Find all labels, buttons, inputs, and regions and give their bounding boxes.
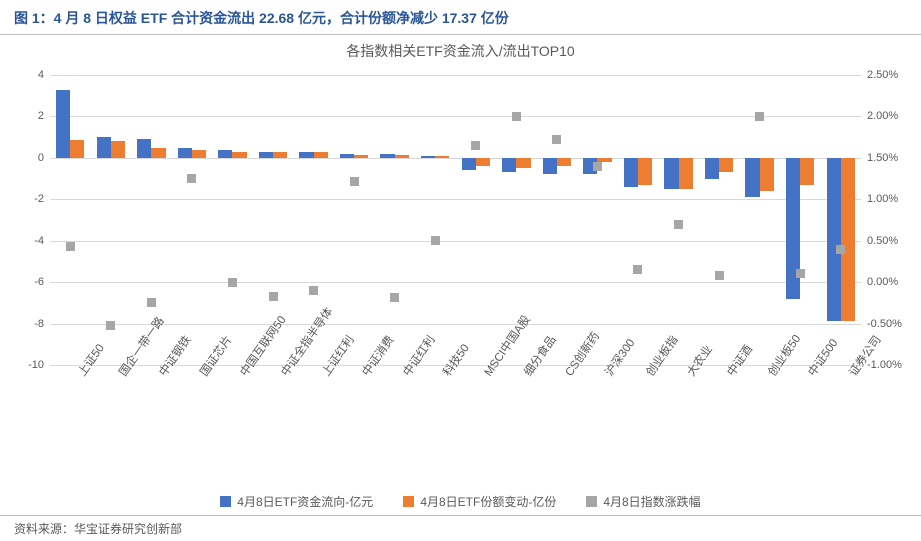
bar-flow	[137, 139, 151, 158]
marker-change	[66, 242, 75, 251]
y-right-tick: 2.00%	[867, 110, 913, 122]
legend-item-flow: 4月8日ETF资金流向-亿元	[220, 493, 373, 510]
gridline	[50, 324, 861, 325]
bar-share	[557, 158, 571, 166]
legend-label-share: 4月8日ETF份额变动-亿份	[420, 493, 556, 510]
legend-swatch-flow	[220, 496, 231, 507]
bar-flow	[705, 158, 719, 179]
bar-flow	[502, 158, 516, 173]
gridline	[50, 241, 861, 242]
gridline	[50, 199, 861, 200]
bar-flow	[543, 158, 557, 175]
bar-share	[476, 158, 490, 166]
legend-swatch-change	[586, 496, 597, 507]
marker-change	[512, 112, 521, 121]
marker-change	[350, 177, 359, 186]
y-right-tick: 1.50%	[867, 152, 913, 164]
marker-change	[836, 245, 845, 254]
bar-flow	[380, 154, 394, 158]
legend-item-change: 4月8日指数涨跌幅	[586, 493, 700, 510]
legend-label-change: 4月8日指数涨跌幅	[603, 493, 700, 510]
bar-flow	[97, 137, 111, 158]
bar-flow	[178, 148, 192, 158]
bar-flow	[745, 158, 759, 197]
bar-share	[111, 141, 125, 158]
bar-flow	[56, 90, 70, 158]
marker-change	[796, 269, 805, 278]
gridline	[50, 75, 861, 76]
bar-share	[841, 158, 855, 322]
marker-change	[147, 298, 156, 307]
bar-share	[232, 152, 246, 158]
bar-flow	[259, 152, 273, 158]
y-left-tick: 2	[10, 110, 44, 122]
bar-share	[395, 155, 409, 158]
marker-change	[187, 174, 196, 183]
bar-flow	[827, 158, 841, 322]
marker-change	[715, 271, 724, 280]
y-left-tick: -2	[10, 193, 44, 205]
bar-flow	[299, 152, 313, 158]
bar-share	[192, 150, 206, 158]
marker-change	[674, 220, 683, 229]
bar-flow	[624, 158, 638, 187]
chart-area: 各指数相关ETF资金流入/流出TOP10 -10-8-6-4-2024-1.00…	[0, 35, 921, 515]
y-right-tick: 0.00%	[867, 276, 913, 288]
marker-change	[309, 286, 318, 295]
legend-item-share: 4月8日ETF份额变动-亿份	[403, 493, 556, 510]
bar-share	[760, 158, 774, 191]
legend-swatch-share	[403, 496, 414, 507]
bar-share	[70, 140, 84, 158]
marker-change	[593, 162, 602, 171]
y-right-tick: -1.00%	[867, 359, 913, 371]
chart-title: 各指数相关ETF资金流入/流出TOP10	[0, 35, 921, 61]
bar-share	[719, 158, 733, 173]
bar-flow	[218, 150, 232, 158]
bar-share	[800, 158, 814, 185]
marker-change	[390, 293, 399, 302]
y-left-tick: -4	[10, 235, 44, 247]
bar-flow	[421, 156, 435, 158]
gridline	[50, 158, 861, 159]
bar-share	[679, 158, 693, 189]
y-left-tick: 0	[10, 152, 44, 164]
bar-flow	[462, 158, 476, 170]
y-right-tick: 1.00%	[867, 193, 913, 205]
marker-change	[431, 236, 440, 245]
y-right-tick: 2.50%	[867, 69, 913, 81]
legend-label-flow: 4月8日ETF资金流向-亿元	[237, 493, 373, 510]
gridline	[50, 282, 861, 283]
source-line: 资料来源：华宝证券研究创新部	[0, 515, 921, 541]
bar-share	[273, 152, 287, 158]
marker-change	[228, 278, 237, 287]
figure-title: 图 1：4 月 8 日权益 ETF 合计资金流出 22.68 亿元，合计份额净减…	[0, 0, 921, 35]
y-left-tick: -10	[10, 359, 44, 371]
marker-change	[755, 112, 764, 121]
plot-region: -10-8-6-4-2024-1.00%-0.50%0.00%0.50%1.00…	[50, 75, 861, 365]
marker-change	[471, 141, 480, 150]
bar-share	[435, 156, 449, 158]
gridline	[50, 116, 861, 117]
bar-share	[314, 152, 328, 158]
y-right-tick: -0.50%	[867, 318, 913, 330]
bar-share	[354, 155, 368, 158]
bar-share	[516, 158, 530, 168]
bar-flow	[340, 154, 354, 158]
marker-change	[106, 321, 115, 330]
y-right-tick: 0.50%	[867, 235, 913, 247]
bar-share	[638, 158, 652, 185]
y-left-tick: -8	[10, 318, 44, 330]
bar-share	[151, 148, 165, 158]
y-left-tick: -6	[10, 276, 44, 288]
marker-change	[269, 292, 278, 301]
y-left-tick: 4	[10, 69, 44, 81]
marker-change	[633, 265, 642, 274]
legend: 4月8日ETF资金流向-亿元 4月8日ETF份额变动-亿份 4月8日指数涨跌幅	[0, 493, 921, 510]
marker-change	[552, 135, 561, 144]
bar-flow	[664, 158, 678, 189]
